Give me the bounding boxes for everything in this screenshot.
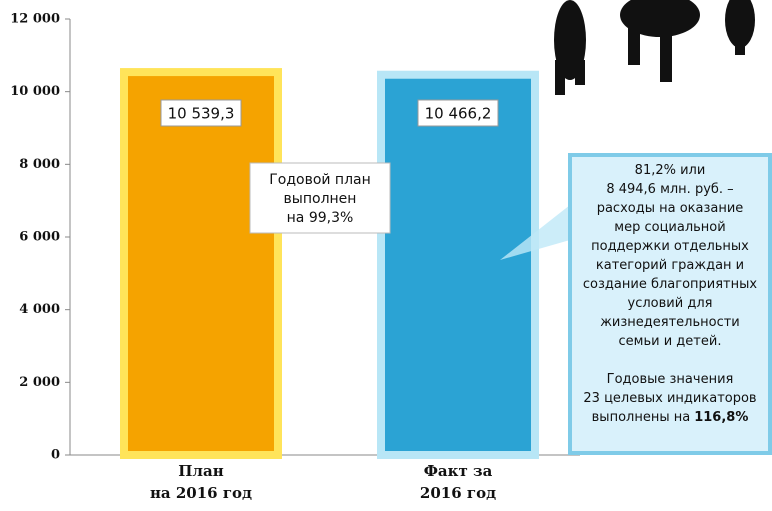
- y-tick-label: 12 000: [10, 12, 60, 27]
- y-tick-label: 6 000: [19, 230, 60, 245]
- note-text: 23 целевых индикаторов: [583, 391, 756, 406]
- note-line: создание благоприятных: [583, 277, 757, 292]
- note-text: выполнен: [284, 191, 357, 207]
- value-label: 10 539,3: [168, 105, 235, 123]
- note-emphasis: 116,8%: [694, 410, 748, 425]
- bar: [377, 70, 539, 460]
- note-line: 81,2% или: [635, 163, 706, 178]
- y-tick-label: 2 000: [19, 375, 60, 390]
- note-text: жизнедеятельности: [600, 315, 740, 330]
- note-text: на 99,3%: [287, 210, 354, 226]
- note-line: 23 целевых индикаторов: [583, 391, 756, 406]
- note-line: семьи и детей.: [619, 334, 722, 349]
- note-line: 8 494,6 млн. руб. –: [606, 182, 733, 197]
- y-tick-label: 4 000: [19, 302, 60, 317]
- bar: [120, 68, 282, 459]
- note-text: Годовой план: [269, 172, 371, 188]
- value-label: 10 466,2: [425, 105, 492, 123]
- note-text: мер социальной: [614, 220, 725, 235]
- note-line: условий для: [628, 296, 713, 311]
- x-tick-label: на 2016 год: [150, 484, 252, 502]
- note-line: расходы на оказание: [597, 201, 744, 216]
- note-text: 8 494,6 млн. руб. –: [606, 182, 733, 197]
- value-label-box: [160, 99, 242, 127]
- note-text: условий для: [628, 296, 713, 311]
- note-line: категорий граждан и: [596, 258, 744, 273]
- x-tick-label: Факт за: [424, 462, 493, 480]
- note-box: [568, 153, 772, 455]
- note-line: жизнедеятельности: [600, 315, 740, 330]
- note-line: Годовые значения: [607, 372, 734, 387]
- value-label-box: [417, 99, 499, 127]
- callout-pointer: [500, 205, 570, 260]
- x-tick-label: План: [178, 462, 223, 480]
- note-text: Годовые значения: [607, 372, 734, 387]
- note-line: выполнены на: [592, 410, 691, 425]
- y-tick-label: 8 000: [19, 157, 60, 172]
- note-box: [249, 162, 391, 234]
- note-text: категорий граждан и: [596, 258, 744, 273]
- y-tick-label: 10 000: [10, 84, 60, 99]
- silhouettes: [554, 0, 755, 95]
- note-text: поддержки отдельных: [591, 239, 749, 254]
- note-text: расходы на оказание: [597, 201, 744, 216]
- note-text: выполнены на 116,8%: [592, 410, 749, 425]
- note-text: 81,2% или: [635, 163, 706, 178]
- note-text: семьи и детей.: [619, 334, 722, 349]
- note-line: мер социальной: [614, 220, 725, 235]
- note-text: создание благоприятных: [583, 277, 757, 292]
- x-tick-label: 2016 год: [420, 484, 496, 502]
- note-line: поддержки отдельных: [591, 239, 749, 254]
- y-tick-label: 0: [51, 448, 60, 463]
